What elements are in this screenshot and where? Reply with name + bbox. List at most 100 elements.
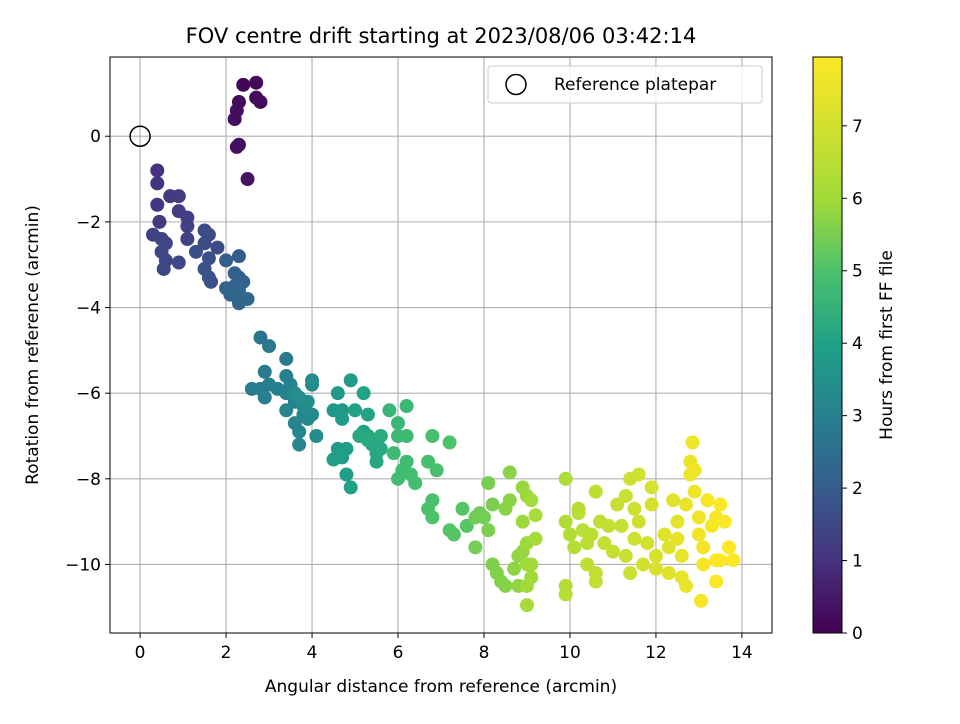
data-point <box>670 531 685 546</box>
chart-title: FOV centre drift starting at 2023/08/06 … <box>186 24 697 48</box>
y-tick-label: −8 <box>76 470 101 490</box>
data-point <box>279 351 294 366</box>
data-point <box>558 471 573 486</box>
data-point <box>507 561 522 576</box>
data-point <box>631 467 646 482</box>
colorbar: 0 1 2 3 4 5 6 7 Hours from first FF file <box>812 56 897 644</box>
data-point <box>305 373 320 388</box>
data-point <box>679 497 694 512</box>
data-point <box>348 403 363 418</box>
data-point <box>605 544 620 559</box>
data-point <box>679 578 694 593</box>
reference-platepar-marker <box>129 125 151 147</box>
data-point <box>670 514 685 529</box>
colorbar-tick-label: 6 <box>852 189 863 209</box>
data-point <box>657 527 672 542</box>
data-point <box>391 471 406 486</box>
data-point <box>696 540 711 555</box>
data-point <box>528 531 543 546</box>
data-point <box>292 437 307 452</box>
data-point <box>292 424 307 439</box>
y-axis-label: Rotation from reference (arcmin) <box>23 205 43 485</box>
data-point <box>567 540 582 555</box>
data-point <box>240 291 255 306</box>
data-point <box>717 514 732 529</box>
data-point <box>227 112 242 127</box>
data-point <box>249 75 264 90</box>
data-point <box>640 536 655 551</box>
colorbar-tick-label: 3 <box>852 407 863 427</box>
data-point <box>588 484 603 499</box>
x-tick-label: 0 <box>135 643 146 663</box>
data-point <box>481 523 496 538</box>
data-point <box>661 540 676 555</box>
data-point <box>399 399 414 414</box>
data-point <box>373 441 388 456</box>
data-point <box>343 373 358 388</box>
data-point <box>442 435 457 450</box>
data-point <box>623 566 638 581</box>
colorbar-gradient <box>812 56 843 634</box>
data-point <box>580 557 595 572</box>
data-point <box>429 463 444 478</box>
data-point <box>253 94 268 109</box>
data-point <box>171 189 186 204</box>
x-tick-label: 8 <box>479 643 490 663</box>
data-point <box>691 510 706 525</box>
data-point <box>150 197 165 212</box>
colorbar-tick-label: 4 <box>852 334 863 354</box>
grid <box>110 57 772 633</box>
colorbar-label: Hours from first FF file <box>877 250 897 440</box>
data-point <box>691 527 706 542</box>
data-point <box>713 497 728 512</box>
data-point <box>343 480 358 495</box>
data-point <box>481 476 496 491</box>
data-point <box>446 527 461 542</box>
legend-box <box>487 65 763 104</box>
legend: Reference platepar <box>487 65 763 104</box>
data-point <box>674 548 689 563</box>
data-point <box>558 587 573 602</box>
data-point <box>515 514 530 529</box>
legend-entry-reference: Reference platepar <box>554 75 716 95</box>
data-point <box>236 77 251 92</box>
data-point <box>661 566 676 581</box>
data-point <box>386 446 401 461</box>
data-point <box>700 493 715 508</box>
data-point <box>685 435 700 450</box>
data-point <box>201 251 216 266</box>
colorbar-tick-label: 0 <box>852 624 863 644</box>
data-point <box>631 514 646 529</box>
data-point <box>150 163 165 178</box>
x-tick-label: 14 <box>731 643 753 663</box>
data-point <box>713 553 728 568</box>
data-point <box>156 261 171 276</box>
data-point <box>231 249 246 264</box>
x-axis-label: Angular distance from reference (arcmin) <box>265 677 617 697</box>
data-point <box>171 255 186 270</box>
data-point <box>455 501 470 516</box>
data-point <box>391 416 406 431</box>
data-point <box>558 514 573 529</box>
data-point <box>335 450 350 465</box>
data-points <box>129 75 741 613</box>
data-point <box>618 488 633 503</box>
data-point <box>644 480 659 495</box>
data-point <box>644 497 659 512</box>
data-point <box>648 561 663 576</box>
data-point <box>694 593 709 608</box>
data-point <box>502 493 517 508</box>
data-point <box>309 429 324 444</box>
data-point <box>399 429 414 444</box>
data-point <box>476 510 491 525</box>
y-tick-label: −6 <box>76 384 101 404</box>
data-point <box>300 394 315 409</box>
y-tick-label: −4 <box>76 299 101 319</box>
legend-marker-reference <box>505 73 527 96</box>
data-point <box>403 467 418 482</box>
data-point <box>279 403 294 418</box>
data-point <box>666 493 681 508</box>
data-point <box>152 214 167 229</box>
x-tick-label: 6 <box>393 643 404 663</box>
